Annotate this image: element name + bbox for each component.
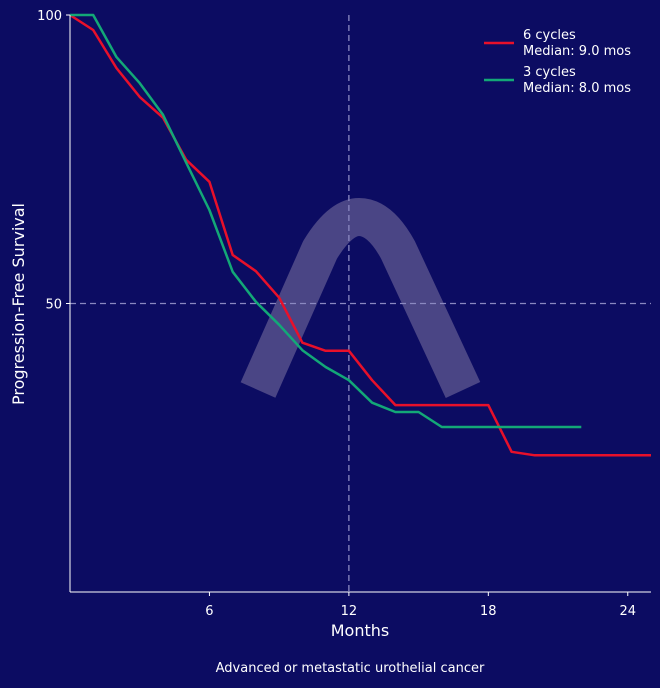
- legend: 6 cycles Median: 9.0 mos 3 cycles Median…: [484, 28, 631, 96]
- series-line-3-cycles: [70, 13, 582, 429]
- legend-label-3-cycles: 3 cycles: [523, 65, 576, 80]
- watermark-logo-icon: [240, 198, 481, 399]
- x-tick-label: 18: [480, 604, 497, 619]
- x-axis-label: Months: [331, 621, 389, 640]
- x-tick-label: 12: [341, 604, 358, 619]
- y-tick-label: 100: [37, 9, 62, 24]
- legend-sub-6-cycles: Median: 9.0 mos: [523, 44, 631, 59]
- legend-label-6-cycles: 6 cycles: [523, 28, 576, 43]
- legend-sub-3-cycles: Median: 8.0 mos: [523, 81, 631, 96]
- x-tick-label: 24: [619, 604, 636, 619]
- y-tick-label: 50: [45, 298, 62, 313]
- y-axis-label: Progression-Free Survival: [9, 203, 28, 405]
- x-tick-label: 6: [205, 604, 213, 619]
- chart-caption: Advanced or metastatic urothelial cancer: [216, 661, 485, 676]
